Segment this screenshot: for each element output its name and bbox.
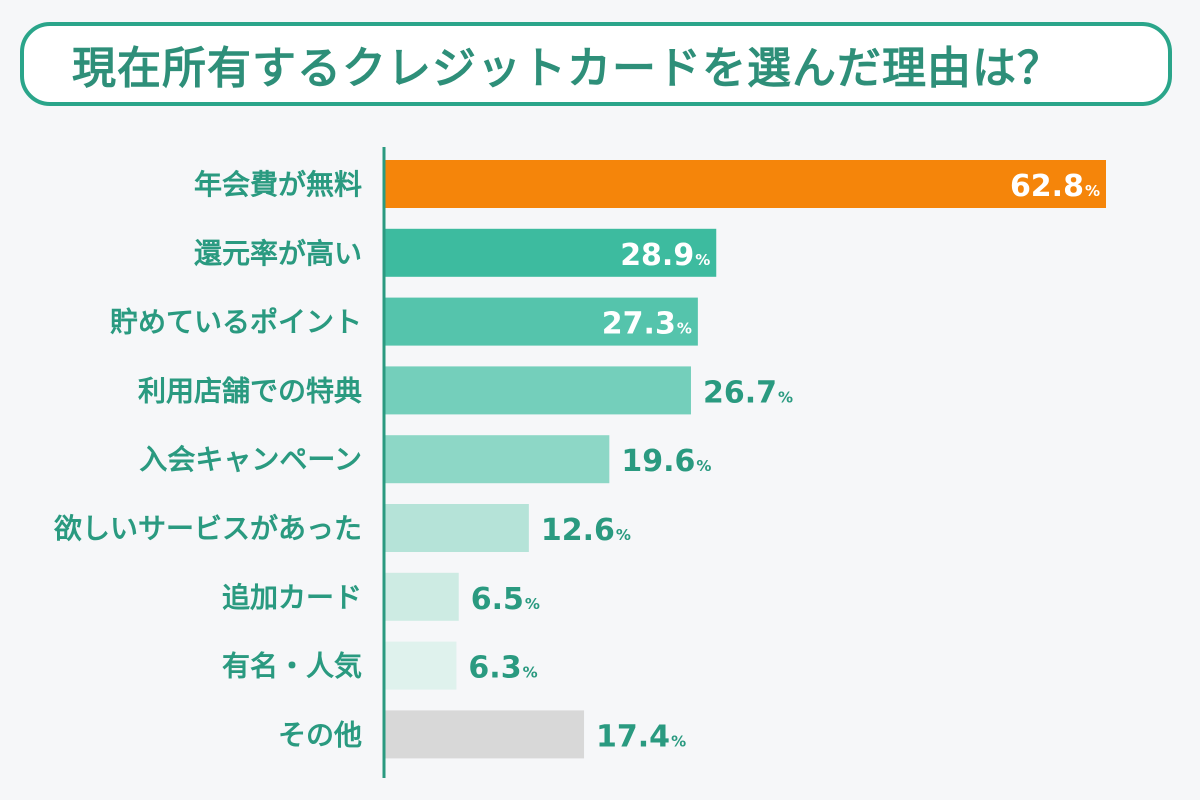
category-label: 有名・人気	[222, 650, 362, 683]
value-label: 17.4%	[596, 719, 686, 754]
bar	[384, 572, 459, 621]
bar	[384, 710, 585, 759]
bar	[384, 641, 457, 690]
value-label: 28.9%	[620, 238, 710, 273]
category-label: 年会費が無料	[194, 168, 362, 201]
bar	[384, 228, 717, 277]
bar	[384, 297, 698, 346]
value-label: 62.8%	[1010, 169, 1100, 204]
bar	[384, 160, 1106, 208]
value-label: 26.7%	[703, 375, 793, 410]
bar	[384, 435, 610, 484]
value-label: 6.5%	[471, 582, 540, 617]
category-label: 貯めているポイント	[110, 306, 362, 339]
category-label: 追加カード	[222, 581, 362, 614]
chart-title-box: 現在所有するクレジットカードを選んだ理由は？	[20, 22, 1172, 106]
value-label: 6.3%	[468, 651, 537, 686]
category-label: その他	[278, 718, 362, 751]
chart-title: 現在所有するクレジットカードを選んだ理由は？	[72, 43, 1062, 94]
bar	[384, 366, 691, 415]
category-label: 欲しいサービスがあった	[53, 512, 362, 545]
value-label: 19.6%	[621, 444, 711, 479]
category-label: 入会キャンペーン	[139, 443, 362, 476]
bar	[384, 504, 529, 552]
value-label: 12.6%	[541, 513, 631, 548]
category-label: 利用店舗での特典	[138, 374, 362, 407]
value-label: 27.3%	[602, 307, 692, 342]
category-label: 還元率が高い	[194, 237, 362, 270]
